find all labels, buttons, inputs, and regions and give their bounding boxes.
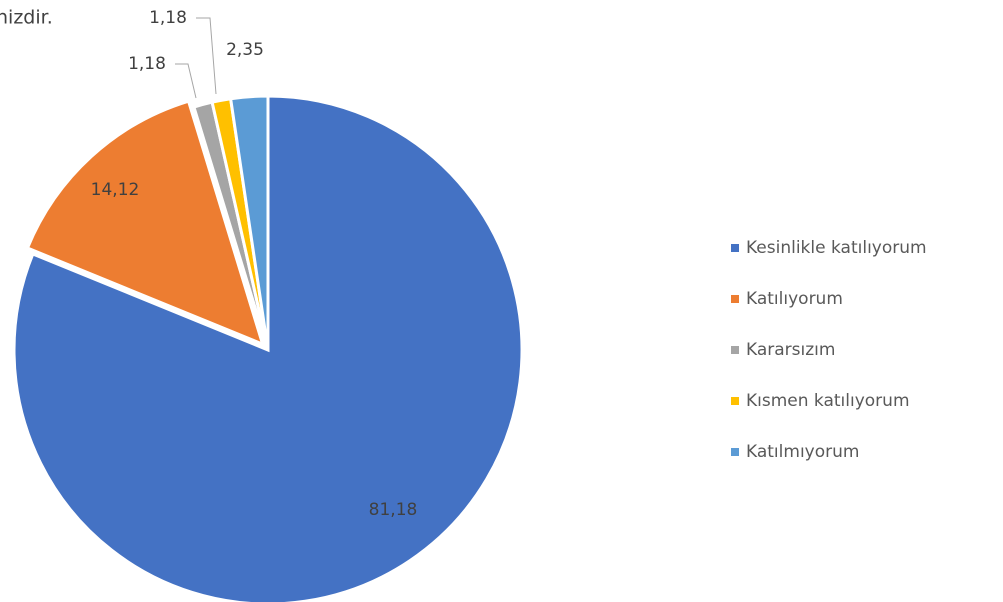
legend-label: Kesinlikle katılıyorum bbox=[746, 238, 927, 258]
pie-slice bbox=[228, 94, 270, 351]
legend-swatch bbox=[731, 448, 739, 456]
legend-swatch bbox=[731, 397, 739, 405]
leader-line bbox=[175, 63, 197, 99]
data-label: 81,18 bbox=[369, 500, 418, 520]
legend-swatch bbox=[731, 346, 739, 354]
data-label: 2,35 bbox=[226, 40, 264, 60]
legend-label: Katılmıyorum bbox=[746, 442, 859, 462]
data-label: 14,12 bbox=[91, 180, 140, 200]
legend-label: Kararsızım bbox=[746, 340, 835, 360]
leader-line bbox=[196, 17, 217, 95]
legend-label: Katılıyorum bbox=[746, 289, 843, 309]
data-label: 1,18 bbox=[128, 54, 166, 74]
legend-swatch bbox=[731, 295, 739, 303]
legend-label: Kısmen katılıyorum bbox=[746, 391, 910, 411]
chart-title: nizdir. bbox=[0, 7, 53, 29]
pie-slice bbox=[25, 99, 265, 347]
legend-swatch bbox=[731, 244, 739, 252]
data-label: 1,18 bbox=[149, 8, 187, 28]
